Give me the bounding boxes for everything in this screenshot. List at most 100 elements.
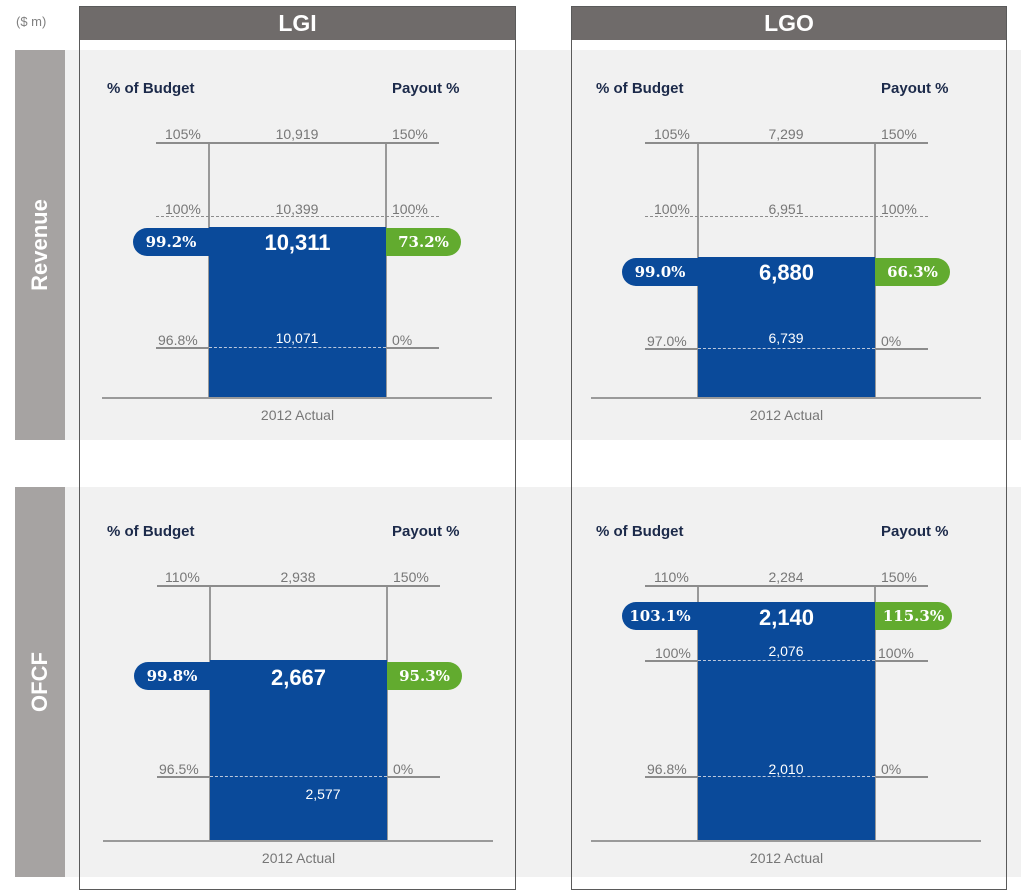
x-label: 2012 Actual <box>261 850 336 866</box>
x-label: 2012 Actual <box>260 407 335 423</box>
level-value: 6,739 <box>768 330 804 346</box>
level-value: 2,938 <box>280 569 316 585</box>
level-line-on-bar <box>210 776 387 777</box>
level-line <box>645 348 698 350</box>
payout-pill: 73.2% <box>386 228 461 256</box>
chart-lgi-revenue: % of Budget Payout % 105% 10,919 150% 10… <box>81 50 492 423</box>
level-payout: 100% <box>392 201 428 217</box>
level-payout: 150% <box>881 569 917 585</box>
level-value: 2,010 <box>768 761 804 777</box>
level-line <box>156 347 209 349</box>
payout-header: Payout % <box>881 523 949 540</box>
level-value: 6,951 <box>768 201 804 217</box>
level-pct: 110% <box>165 569 200 585</box>
x-label: 2012 Actual <box>749 850 824 866</box>
level-line <box>875 348 928 350</box>
level-payout: 150% <box>392 126 428 142</box>
level-line <box>387 776 440 778</box>
chart-lgi-ofcf: % of Budget Payout % 110% 2,938 150% 96.… <box>81 493 493 866</box>
level-line <box>645 142 928 144</box>
level-payout: 150% <box>881 126 917 142</box>
percent-of-budget-pill: 99.8% <box>134 662 210 690</box>
level-payout: 100% <box>878 645 914 661</box>
percent-of-budget-header: % of Budget <box>596 80 684 97</box>
level-payout: 150% <box>393 569 429 585</box>
level-value: 10,399 <box>275 201 319 217</box>
level-pct: 105% <box>654 126 690 142</box>
level-pct: 110% <box>654 569 689 585</box>
level-line <box>157 776 210 778</box>
percent-of-budget-header: % of Budget <box>596 523 684 540</box>
payout-header: Payout % <box>392 80 460 97</box>
actual-bar <box>209 227 386 397</box>
level-value: 7,299 <box>768 126 804 142</box>
actual-value: 10,311 <box>264 230 331 255</box>
percent-of-budget-pill: 99.2% <box>133 228 209 256</box>
level-line <box>645 585 928 587</box>
level-pct: 105% <box>165 126 201 142</box>
level-pct: 96.8% <box>647 761 687 777</box>
column-header-lgi: LGI <box>79 6 516 40</box>
actual-bar <box>698 602 875 840</box>
actual-value: 2,140 <box>758 605 815 630</box>
row-label-ofcf-text: OFCF <box>27 652 53 712</box>
level-line <box>645 660 698 662</box>
level-line <box>156 216 439 217</box>
actual-value: 6,880 <box>758 260 815 285</box>
percent-of-budget-pill: 99.0% <box>622 258 698 286</box>
percent-of-budget-pill: 103.1% <box>622 602 698 630</box>
level-line <box>875 660 928 662</box>
level-value: 10,071 <box>275 330 319 346</box>
payout-pill: 95.3% <box>387 662 462 690</box>
percent-of-budget-header: % of Budget <box>107 523 195 540</box>
payout-pill: 66.3% <box>875 258 950 286</box>
chart-lgo-revenue: % of Budget Payout % 105% 7,299 150% 100… <box>570 50 981 423</box>
level-value: 2,577 <box>305 786 341 802</box>
level-pct: 97.0% <box>647 333 687 349</box>
level-line <box>645 216 928 217</box>
row-label-revenue: Revenue <box>15 50 65 440</box>
level-pct: 100% <box>655 645 691 661</box>
actual-value: 2,667 <box>270 665 327 690</box>
payout-header: Payout % <box>392 523 460 540</box>
level-payout: 0% <box>881 761 902 777</box>
level-line <box>386 347 439 349</box>
level-line-on-bar <box>698 660 875 661</box>
left-guide <box>209 585 211 840</box>
baseline <box>102 397 492 399</box>
baseline <box>591 840 981 842</box>
level-pct: 96.8% <box>158 332 198 348</box>
column-header-lgo: LGO <box>571 6 1007 40</box>
level-line <box>645 776 698 778</box>
row-label-ofcf: OFCF <box>15 487 65 877</box>
left-guide <box>208 142 210 397</box>
baseline <box>591 397 981 399</box>
level-line-on-bar <box>209 347 386 348</box>
level-pct: 100% <box>165 201 201 217</box>
level-line <box>156 142 439 144</box>
level-line <box>875 776 928 778</box>
level-value: 10,919 <box>275 126 319 142</box>
level-payout: 0% <box>881 333 902 349</box>
percent-of-budget-header: % of Budget <box>107 80 195 97</box>
baseline <box>103 840 493 842</box>
level-value: 2,284 <box>768 569 804 585</box>
actual-bar <box>698 257 875 397</box>
level-pct: 100% <box>654 201 690 217</box>
x-label: 2012 Actual <box>749 407 824 423</box>
level-line <box>157 585 440 587</box>
level-value: 2,076 <box>768 643 804 659</box>
level-payout: 100% <box>881 201 917 217</box>
payout-header: Payout % <box>881 80 949 97</box>
payout-pill: 115.3% <box>875 602 952 630</box>
row-label-revenue-text: Revenue <box>27 199 52 291</box>
unit-label: ($ m) <box>16 14 47 29</box>
level-payout: 0% <box>393 761 414 777</box>
level-pct: 96.5% <box>159 761 199 777</box>
chart-lgo-ofcf: % of Budget Payout % 110% 2,284 150% 100… <box>570 493 981 866</box>
left-guide <box>697 585 699 840</box>
actual-bar <box>210 660 387 840</box>
level-payout: 0% <box>392 332 413 348</box>
level-line-on-bar <box>698 348 875 349</box>
level-line-on-bar <box>698 776 875 777</box>
